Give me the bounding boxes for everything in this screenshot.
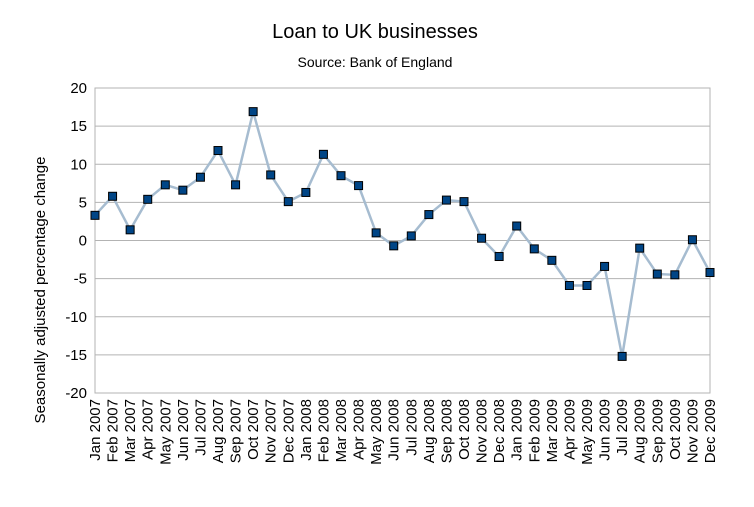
data-point <box>406 231 416 241</box>
y-axis-label: Seasonally adjusted percentage change <box>32 157 49 424</box>
data-point <box>459 197 469 207</box>
data-point <box>424 210 434 220</box>
x-tick-label: Apr 2008 <box>351 399 368 460</box>
x-tick-label: Apr 2007 <box>140 399 157 460</box>
x-tick-label: Jun 2007 <box>175 399 192 461</box>
data-point <box>441 195 451 205</box>
data-point <box>529 244 539 254</box>
x-tick-label: Dec 2009 <box>702 399 719 463</box>
y-tick-label: 0 <box>79 233 87 250</box>
data-point <box>635 243 645 253</box>
x-tick-label: May 2008 <box>368 399 385 465</box>
x-tick-label: Dec 2007 <box>280 399 297 463</box>
data-point <box>494 252 504 262</box>
x-tick-label: Nov 2009 <box>684 399 701 463</box>
x-tick-label: Jan 2008 <box>298 399 315 461</box>
x-tick-label: Mar 2009 <box>544 399 561 462</box>
x-tick-label: Mar 2008 <box>333 399 350 462</box>
data-point <box>266 170 276 180</box>
data-point <box>125 225 135 235</box>
x-tick-label: Mar 2007 <box>122 399 139 462</box>
x-tick-label: Aug 2009 <box>632 399 649 463</box>
data-point <box>371 228 381 238</box>
data-point <box>582 280 592 290</box>
data-point <box>354 181 364 191</box>
y-tick-label: -20 <box>65 385 87 402</box>
x-tick-label: Aug 2008 <box>421 399 438 463</box>
x-tick-label: Jul 2007 <box>192 399 209 456</box>
y-tick-label: -15 <box>65 347 87 364</box>
x-tick-label: Sep 2009 <box>649 399 666 463</box>
data-point <box>301 187 311 197</box>
x-tick-label: Apr 2009 <box>561 399 578 460</box>
data-point <box>670 270 680 280</box>
x-tick-label: Nov 2008 <box>474 399 491 463</box>
data-point <box>389 241 399 251</box>
x-tick-label: May 2009 <box>579 399 596 465</box>
y-tick-label: 5 <box>79 194 87 211</box>
x-tick-label: Sep 2007 <box>228 399 245 463</box>
data-point <box>248 107 258 117</box>
data-point <box>108 191 118 201</box>
y-tick-label: 20 <box>70 80 87 97</box>
data-point <box>90 210 100 220</box>
data-point <box>283 197 293 207</box>
data-point <box>600 261 610 271</box>
data-point <box>547 255 557 265</box>
x-tick-label: Nov 2007 <box>263 399 280 463</box>
plot-frame <box>94 87 711 394</box>
data-point <box>213 146 223 156</box>
data-point <box>336 171 346 181</box>
x-tick-labels: Jan 2007 Feb 2007 Mar 2007 Apr 2007 May 2007… <box>87 399 719 465</box>
data-point <box>477 233 487 243</box>
x-tick-label: Feb 2009 <box>526 399 543 462</box>
x-tick-label: Oct 2009 <box>667 399 684 460</box>
data-point <box>178 185 188 195</box>
data-point <box>143 194 153 204</box>
x-tick-label: Jun 2008 <box>386 399 403 461</box>
x-tick-label: Dec 2008 <box>491 399 508 463</box>
x-tick-label: Feb 2007 <box>105 399 122 462</box>
series-line <box>94 110 712 358</box>
x-tick-label: Jan 2009 <box>509 399 526 461</box>
data-point <box>652 269 662 279</box>
data-point <box>512 221 522 231</box>
series <box>90 107 715 361</box>
x-tick-label: Jul 2008 <box>403 399 420 456</box>
x-tick-label: Jan 2007 <box>87 399 104 461</box>
data-point <box>617 351 627 361</box>
x-tick-label: Sep 2008 <box>438 399 455 463</box>
y-tick-label: -5 <box>74 271 87 288</box>
x-tick-label: May 2007 <box>157 399 174 465</box>
x-tick-label: Aug 2007 <box>210 399 227 463</box>
data-point <box>195 172 205 182</box>
y-tick-label: 10 <box>70 156 87 173</box>
data-point <box>231 180 241 190</box>
data-point <box>160 180 170 190</box>
chart-title: Loan to UK businesses <box>272 21 478 43</box>
x-tick-label: Jul 2009 <box>614 399 631 456</box>
data-point <box>318 149 328 159</box>
x-tick-label: Oct 2007 <box>245 399 262 460</box>
chart-subtitle: Source: Bank of England <box>298 54 453 70</box>
y-tick-label: -10 <box>65 309 87 326</box>
y-tick-label: 15 <box>70 118 87 135</box>
y-tick-labels: 20 15 10 5 0 -5 -10 -15 -20 <box>65 80 87 402</box>
data-point <box>564 280 574 290</box>
x-tick-label: Feb 2008 <box>315 399 332 462</box>
x-tick-label: Oct 2008 <box>456 399 473 460</box>
data-point <box>687 235 697 245</box>
x-tick-label: Jun 2009 <box>597 399 614 461</box>
data-point <box>705 268 715 278</box>
